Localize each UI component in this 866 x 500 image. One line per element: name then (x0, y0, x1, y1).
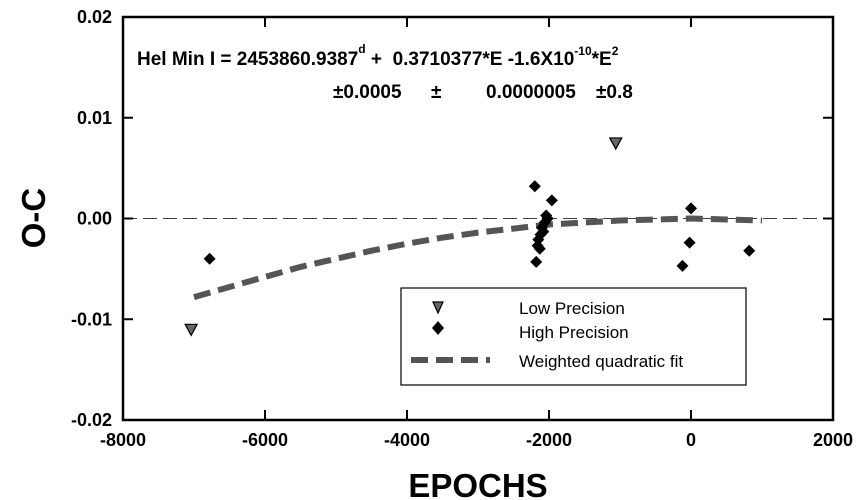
legend-label-high-precision: High Precision (519, 323, 629, 342)
low-precision-point (184, 323, 199, 337)
high-precision-point (541, 212, 554, 225)
equation-prefix: Hel Min I = 2453860.9387 (137, 49, 358, 70)
equation-error-pm: ± (431, 82, 441, 103)
high-precision-point (685, 202, 697, 215)
equation-middle-1: + 0.3710377*E -1.6X10 (366, 49, 575, 70)
legend-high-precision-marker (432, 321, 444, 335)
y-tick-label: -0.02 (71, 410, 112, 430)
y-axis-title: O-C (15, 188, 52, 249)
high-precision-point (683, 236, 696, 249)
legend: Low Precision High Precision Weighted qu… (400, 287, 747, 386)
equation-error-e1: ±0.0005 (333, 82, 402, 103)
high-precision-point (203, 252, 216, 265)
high-precision-point (743, 244, 756, 257)
y-tick-label: 0.02 (77, 7, 112, 27)
equation-error-e3: ±0.8 (596, 82, 633, 103)
y-tick-label: -0.01 (71, 309, 112, 329)
tick-labels: -8000 -6000 -4000 -2000 0 2000-0.02-0.010.000… (71, 7, 853, 450)
x-tick-label: 0 (686, 430, 696, 450)
high-precision-point (528, 180, 541, 193)
high-precision-point (676, 259, 689, 272)
data-points (184, 137, 756, 337)
equation-sup-d: d (358, 42, 365, 56)
high-precision-point (537, 225, 550, 238)
y-tick-label: 0.00 (77, 209, 112, 229)
x-tick-label: 2000 (813, 430, 853, 450)
weighted-quadratic-fit-curve (193, 215, 763, 300)
x-tick-label: -4000 (384, 430, 430, 450)
equation-error-e2: 0.0000005 (486, 82, 576, 103)
high-precision-point (545, 194, 558, 207)
legend-label-weighted-fit: Weighted quadratic fit (519, 352, 683, 371)
legend-label-low-precision: Low Precision (519, 299, 625, 318)
low-precision-point (608, 137, 623, 151)
equation-line-1: Hel Min I = 2453860.9387d + 0.3710377*E … (137, 42, 619, 70)
equation-middle-2: *E (592, 49, 612, 70)
legend-low-precision-marker (432, 301, 444, 315)
x-tick-label: -8000 (100, 430, 146, 450)
x-axis-title: EPOCHS (408, 467, 547, 500)
legend-box (400, 287, 747, 386)
x-tick-label: -2000 (526, 430, 572, 450)
fit-curve-group (193, 215, 763, 300)
high-precision-point (533, 242, 546, 255)
equation-sup-2: 2 (612, 44, 619, 58)
x-tick-label: -6000 (242, 430, 288, 450)
axis-ticks (122, 16, 834, 421)
equation-sup-exp: -10 (574, 44, 592, 58)
high-precision-point (530, 255, 543, 268)
y-tick-label: 0.01 (77, 108, 112, 128)
